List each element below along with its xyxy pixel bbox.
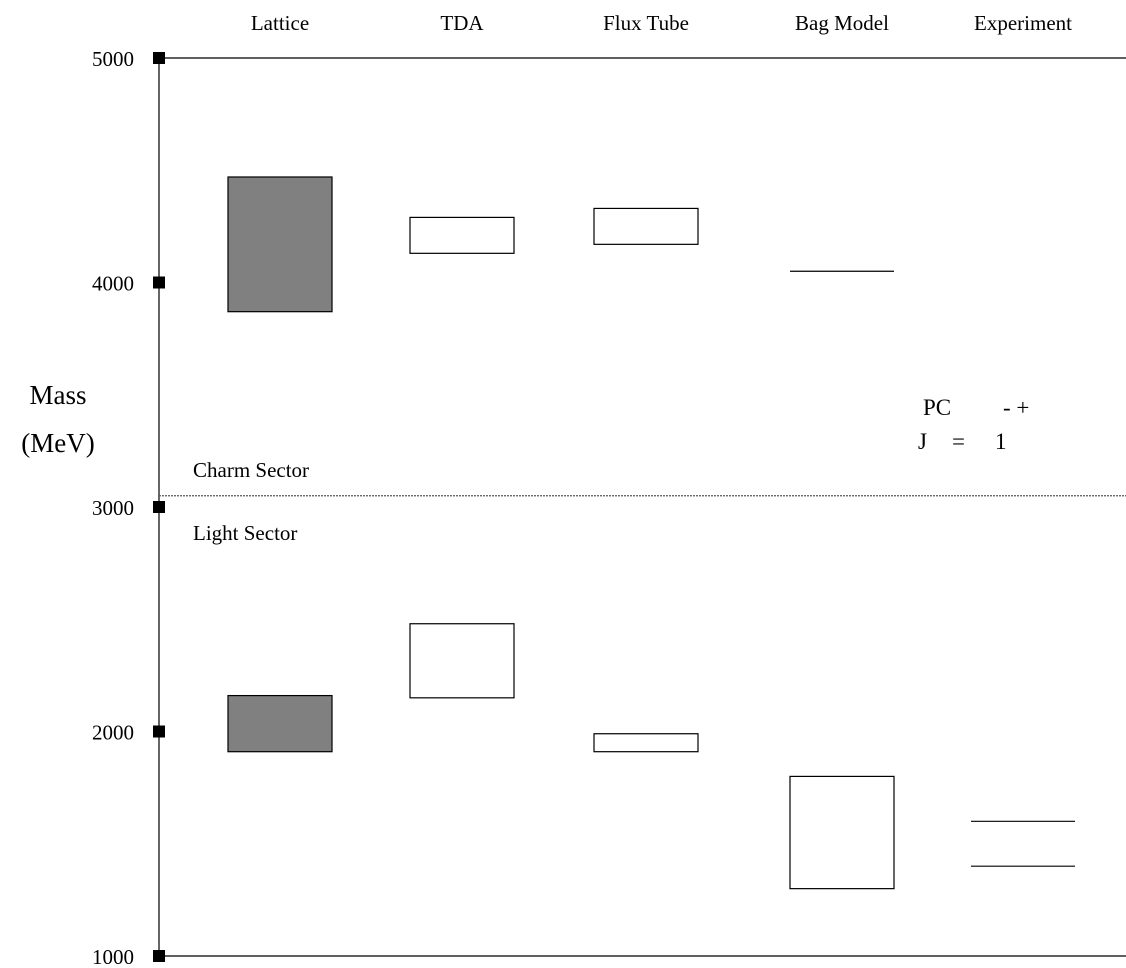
j-value: 1 — [995, 429, 1007, 454]
range-box-flux-tube-light — [593, 733, 699, 753]
category-label-bag-model: Bag Model — [795, 11, 889, 35]
y-tick-marker-1000 — [153, 950, 165, 962]
y-axis-label-line-2: (MeV) — [21, 428, 94, 458]
category-label-experiment: Experiment — [974, 11, 1072, 35]
category-label-lattice: Lattice — [251, 11, 309, 35]
equals-sign: = — [952, 429, 965, 454]
category-label-tda: TDA — [440, 11, 484, 35]
pc-values: - + — [1003, 395, 1029, 420]
range-box-flux-tube-charm — [593, 207, 699, 245]
y-tick-marker-3000 — [153, 501, 165, 513]
range-box-tda-light — [409, 623, 515, 699]
y-tick-marker-4000 — [153, 276, 165, 289]
range-box-tda-charm — [409, 216, 515, 254]
y-tick-marker-2000 — [153, 725, 165, 738]
j-label: J — [918, 429, 927, 454]
category-label-flux-tube: Flux Tube — [603, 11, 689, 35]
charm-sector-label: Charm Sector — [193, 458, 309, 482]
range-box-lattice-charm — [227, 176, 333, 313]
light-sector-label: Light Sector — [193, 521, 297, 545]
range-box-lattice-light — [227, 694, 333, 753]
chart-marks — [153, 52, 1075, 962]
y-tick-label-2000: 2000 — [92, 721, 134, 745]
y-tick-label-3000: 3000 — [92, 496, 134, 520]
range-box-bag-model-light — [789, 775, 895, 890]
y-tick-label-5000: 5000 — [92, 47, 134, 71]
y-tick-label-1000: 1000 — [92, 945, 134, 968]
y-axis-label-line-1: Mass — [29, 380, 86, 410]
pc-label: PC — [923, 395, 951, 420]
y-tick-marker-5000 — [153, 52, 165, 64]
y-tick-label-4000: 4000 — [92, 272, 134, 296]
